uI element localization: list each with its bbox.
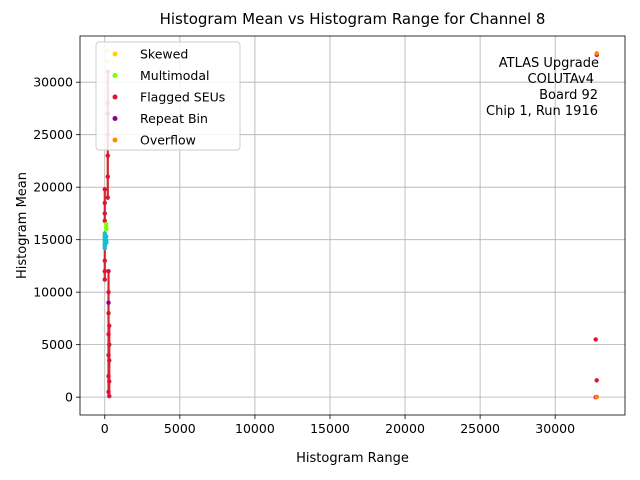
data-point — [106, 310, 111, 316]
data-point — [107, 358, 112, 363]
annotation-line: ATLAS Upgrade — [499, 56, 599, 71]
data-point — [106, 300, 111, 305]
legend: Skewed Multimodal Flagged SEUs Repeat Bin Ov… — [95, 41, 241, 151]
x-tick-label: 10000 — [235, 421, 275, 436]
legend-label: Overflow — [140, 133, 196, 148]
grid — [80, 36, 625, 415]
data-point — [106, 373, 111, 379]
data-point — [106, 268, 111, 274]
data-point — [107, 393, 112, 399]
data-point — [102, 258, 107, 263]
data-point — [105, 153, 110, 158]
x-tick-label: 5000 — [164, 421, 196, 436]
x-tick-label: 0 — [101, 421, 109, 436]
data-point — [594, 378, 599, 383]
x-tick-label: 15000 — [310, 421, 350, 436]
data-point — [106, 289, 111, 295]
y-tick-label: 10000 — [33, 285, 73, 300]
data-point — [104, 234, 109, 239]
annotation-line: Chip 1, Run 1916 — [486, 104, 598, 119]
data-point — [106, 389, 111, 395]
data-point — [102, 200, 107, 206]
y-tick-label: 25000 — [33, 127, 73, 142]
legend-label: Repeat Bin — [140, 111, 208, 126]
legend-marker — [112, 94, 118, 100]
legend-label: Skewed — [140, 47, 188, 62]
annotation-line: Board 92 — [539, 88, 598, 103]
data-point — [105, 174, 110, 179]
x-tick-label: 30000 — [535, 421, 575, 436]
annotation-line: COLUTAv4 — [528, 72, 594, 87]
ticks: 0 5000 10000 15000 20000 25000 30000 0 5000 10000… — [33, 75, 575, 436]
y-tick-label: 20000 — [33, 180, 73, 195]
chart-title: Histogram Mean vs Histogram Range for Ch… — [160, 10, 546, 28]
data-point — [105, 195, 110, 200]
legend-marker — [112, 116, 118, 121]
data-point — [107, 323, 112, 328]
data-point — [106, 331, 111, 337]
data-point — [594, 51, 599, 56]
y-axis-label: Histogram Mean — [15, 172, 30, 279]
legend-marker — [112, 137, 118, 143]
x-tick-label: 25000 — [460, 421, 500, 436]
data-point — [104, 226, 109, 232]
data-point — [104, 240, 109, 246]
data-point — [593, 337, 598, 342]
data-point — [594, 394, 599, 400]
y-tick-label: 0 — [65, 390, 73, 405]
data-point — [106, 352, 111, 358]
data-point — [102, 277, 107, 282]
data-point — [104, 221, 109, 227]
data-point — [102, 268, 107, 274]
legend-marker — [112, 73, 118, 78]
y-tick-label: 5000 — [41, 337, 73, 352]
legend-label: Flagged SEUs — [140, 90, 225, 105]
legend-marker — [112, 51, 118, 57]
y-tick-label: 15000 — [33, 232, 73, 247]
x-tick-label: 20000 — [385, 421, 425, 436]
x-axis-label: Histogram Range — [296, 451, 409, 466]
legend-label: Multimodal — [140, 68, 209, 83]
y-tick-label: 30000 — [33, 75, 73, 90]
data-point — [102, 211, 107, 216]
data-point — [102, 245, 107, 251]
axes-frame — [79, 35, 626, 416]
legend-box — [95, 41, 241, 151]
data-point — [107, 379, 112, 384]
data-point — [102, 187, 107, 192]
data-point — [107, 342, 112, 347]
annotation: ATLAS Upgrade COLUTAv4 Board 92 Chip 1, … — [486, 56, 599, 119]
